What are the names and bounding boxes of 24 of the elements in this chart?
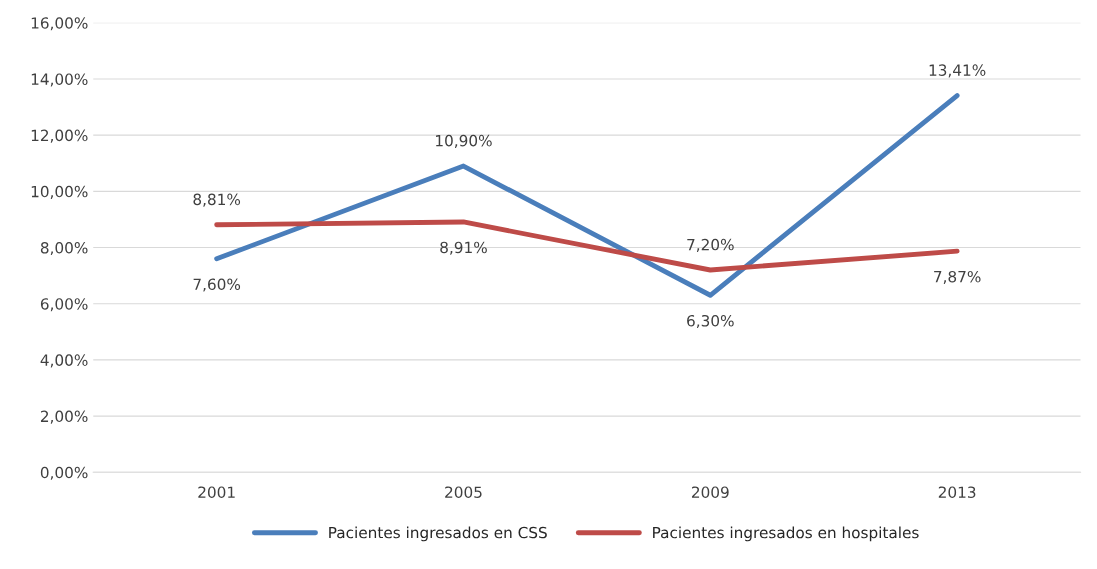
data-label: 6,30% — [687, 314, 734, 329]
legend-label: Pacientes ingresados en hospitales — [653, 526, 919, 542]
y-tick-label: 14,00% — [31, 73, 88, 87]
data-label: 8,81% — [193, 193, 241, 207]
y-tick-label: 8,00% — [40, 241, 88, 256]
data-label: 13,41% — [929, 64, 986, 78]
data-label: 8,91% — [440, 241, 487, 255]
y-tick-label: 4,00% — [40, 354, 88, 368]
y-tick-label: 2,00% — [40, 410, 88, 424]
x-tick-label: 2009 — [691, 486, 729, 498]
line-series — [214, 219, 960, 273]
y-tick-label: 0,00% — [40, 466, 88, 480]
data-label: 7,87% — [934, 270, 981, 284]
y-tick-label: 10,00% — [31, 185, 88, 199]
y-tick-label: 12,00% — [31, 129, 88, 143]
x-tick-label: 2013 — [938, 486, 976, 498]
x-tick-label: 2001 — [198, 486, 235, 498]
legend-label: Pacientes ingresados en CSS — [329, 526, 547, 542]
y-tick-label: 6,00% — [40, 298, 88, 312]
data-label: 7,20% — [687, 238, 734, 252]
x-tick-label: 2005 — [445, 486, 482, 498]
y-tick-label: 16,00% — [31, 17, 88, 31]
data-label: 10,90% — [436, 134, 492, 148]
data-label: 7,60% — [193, 278, 241, 292]
